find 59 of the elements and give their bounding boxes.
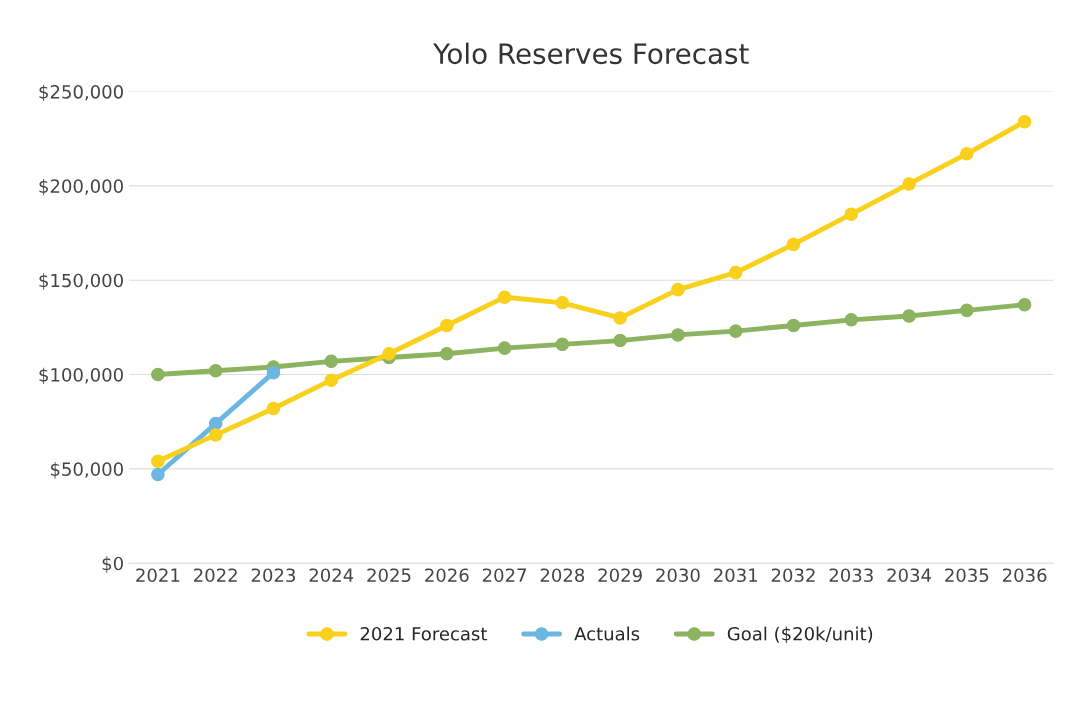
point	[497, 290, 512, 304]
point	[208, 416, 223, 431]
point	[728, 324, 743, 338]
point	[208, 363, 223, 378]
x-tick-label: 2024	[309, 568, 354, 583]
point	[440, 347, 454, 361]
point	[497, 341, 512, 355]
y-tick-label: $200,000	[39, 179, 123, 196]
x-tick-label: 2025	[367, 568, 411, 583]
x-tick-label: 2021	[136, 568, 180, 583]
x-tick-label: 2033	[829, 568, 873, 583]
point	[728, 265, 743, 280]
x-tick-label: 2023	[251, 568, 295, 583]
point	[960, 147, 974, 161]
point	[266, 401, 281, 416]
x-tick-label: 2022	[194, 568, 237, 583]
x-tick-label: 2032	[771, 568, 815, 583]
point	[902, 177, 916, 191]
x-tick-label: 2028	[540, 568, 585, 583]
x-tick-label: 2031	[714, 568, 758, 583]
point	[555, 337, 570, 352]
point	[324, 354, 338, 369]
legend-label: Actuals	[574, 626, 640, 641]
point	[208, 428, 223, 442]
point	[151, 454, 165, 469]
point	[382, 347, 396, 361]
point	[902, 309, 916, 323]
point	[613, 333, 627, 348]
x-tick-label: 2030	[656, 568, 700, 583]
point	[844, 207, 859, 221]
point	[613, 311, 627, 325]
y-tick-label: $150,000	[39, 273, 123, 290]
point	[555, 296, 570, 310]
chart-title: Yolo Reserves Forecast	[433, 42, 749, 65]
y-tick-label: $50,000	[50, 462, 123, 479]
point	[266, 365, 281, 380]
x-tick-label: 2034	[887, 568, 932, 583]
x-tick-label: 2036	[1002, 568, 1047, 583]
y-tick-label: $250,000	[39, 84, 123, 102]
point	[844, 313, 859, 327]
point	[440, 318, 454, 333]
point	[786, 318, 801, 333]
point	[324, 373, 338, 387]
x-tick-label: 2026	[425, 568, 469, 583]
point	[960, 303, 974, 318]
point	[1017, 114, 1032, 129]
x-tick-label: 2035	[945, 568, 989, 583]
point	[786, 237, 801, 252]
point	[151, 467, 165, 482]
legend-label: 2021 Forecast	[360, 626, 488, 641]
legend-label: Goal ($20k/unit)	[727, 626, 873, 643]
y-tick-label: $100,000	[39, 367, 123, 385]
point	[1017, 297, 1032, 312]
point	[671, 282, 685, 297]
x-tick-label: 2029	[598, 568, 642, 583]
x-tick-label: 2027	[482, 568, 527, 583]
point	[671, 328, 685, 342]
y-tick-label: $0	[102, 556, 123, 573]
point	[151, 367, 165, 382]
